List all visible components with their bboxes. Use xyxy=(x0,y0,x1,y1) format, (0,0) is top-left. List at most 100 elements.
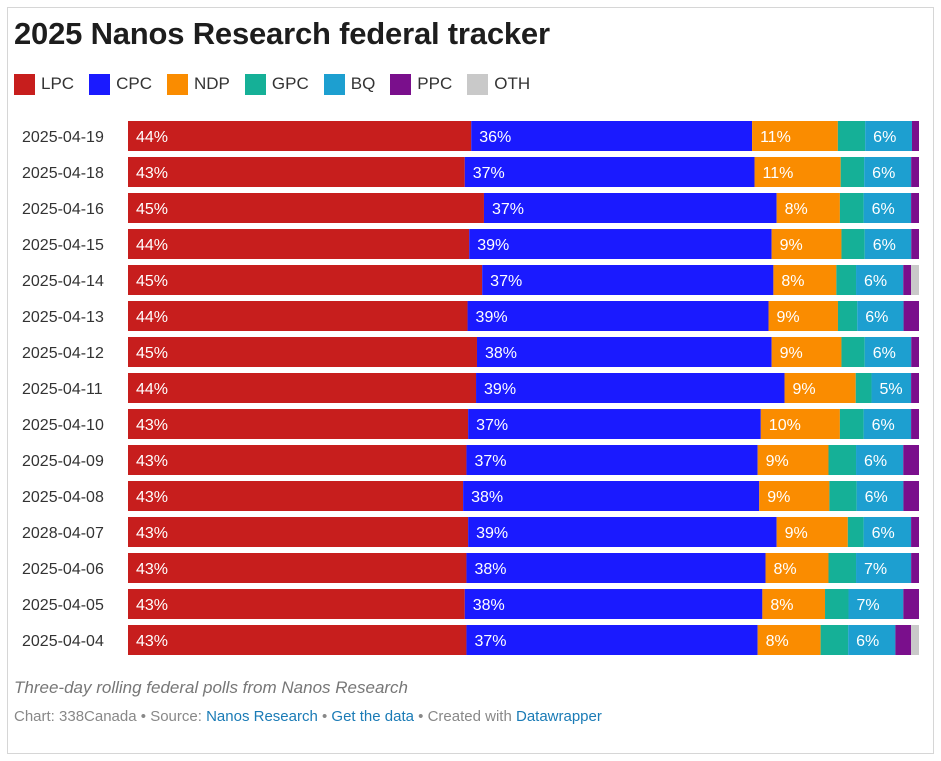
data-label: 11% xyxy=(763,165,794,182)
data-label: 6% xyxy=(873,345,896,362)
legend-item-cpc: CPC xyxy=(89,73,152,95)
data-label: 38% xyxy=(474,561,506,578)
bar-segment-bq xyxy=(856,553,912,583)
bar-segment-ndp xyxy=(776,517,848,547)
bar-segment-bq xyxy=(863,517,912,547)
data-label: 6% xyxy=(872,201,895,218)
legend-label: PPC xyxy=(417,74,453,93)
data-label: 43% xyxy=(136,597,168,614)
data-label: 45% xyxy=(136,345,168,362)
data-label: 7% xyxy=(864,561,887,578)
bar-segment-cpc xyxy=(483,193,777,223)
bar-segment-bq xyxy=(848,625,896,655)
datawrapper-link[interactable]: Datawrapper xyxy=(515,708,602,725)
data-label: 6% xyxy=(865,309,888,326)
legend-swatch xyxy=(390,73,412,95)
data-label: 6% xyxy=(872,165,895,182)
bar-row: 2025-04-11 44% 39% 9% 5% xyxy=(22,373,919,403)
data-label: 6% xyxy=(873,129,896,146)
bar-segment-ppc xyxy=(911,409,919,439)
get-data-link[interactable]: Get the data xyxy=(331,708,414,725)
bar-segment-lpc xyxy=(128,481,464,511)
bar-segment-cpc xyxy=(464,157,755,187)
data-label: 38% xyxy=(471,489,503,506)
legend-item-ndp: NDP xyxy=(166,73,230,95)
bar-row: 2025-04-12 45% 38% 9% 6% xyxy=(22,337,919,367)
bar-segment-cpc xyxy=(482,265,774,295)
bar-segment-lpc xyxy=(128,229,470,259)
bar-segment-ppc xyxy=(895,625,912,655)
bar-row: 2025-04-18 43% 37% 11% 6% xyxy=(22,157,919,187)
data-label: 9% xyxy=(766,453,789,470)
data-label: 39% xyxy=(476,309,508,326)
data-label: 6% xyxy=(872,417,895,434)
data-label: 39% xyxy=(477,237,509,254)
chart-legend: LPC CPC NDP GPC BQ PPC OTH xyxy=(14,72,545,96)
bar-row: 2025-04-14 45% 37% 8% 6% xyxy=(22,265,919,295)
data-label: 8% xyxy=(770,597,793,614)
footer-separator: • xyxy=(321,708,328,725)
bar-segment-ppc xyxy=(911,553,919,583)
data-label: 37% xyxy=(473,165,505,182)
bar-segment-gpc xyxy=(828,553,857,583)
bar-segment-lpc xyxy=(128,517,469,547)
category-label: 2025-04-15 xyxy=(22,237,104,254)
legend-swatch xyxy=(89,73,111,95)
bar-segment-gpc xyxy=(837,301,858,331)
data-label: 37% xyxy=(492,201,524,218)
bar-segment-cpc xyxy=(466,445,758,475)
credit-text: Chart: 338Canada xyxy=(14,708,137,725)
chart-description: Three-day rolling federal polls from Nan… xyxy=(14,678,409,697)
category-label: 2025-04-14 xyxy=(22,273,104,290)
bar-segment-lpc xyxy=(128,373,477,403)
data-label: 9% xyxy=(780,345,803,362)
bar-segment-gpc xyxy=(825,589,849,619)
bar-segment-ppc xyxy=(903,589,919,619)
bar-segment-gpc xyxy=(839,409,864,439)
data-label: 9% xyxy=(777,309,800,326)
legend-label: LPC xyxy=(41,74,75,93)
data-label: 44% xyxy=(136,237,168,254)
category-label: 2025-04-16 xyxy=(22,201,104,218)
bar-segment-ndp xyxy=(759,481,830,511)
data-label: 38% xyxy=(485,345,517,362)
bar-segment-ndp xyxy=(757,445,829,475)
bar-segment-ppc xyxy=(903,445,919,475)
source-link[interactable]: Nanos Research xyxy=(206,708,318,725)
bar-segment-bq xyxy=(871,373,912,403)
bar-row: 2025-04-10 43% 37% 10% 6% xyxy=(22,409,919,439)
bar-segment-bq xyxy=(848,589,904,619)
bar-segment-lpc xyxy=(128,625,467,655)
bar-segment-lpc xyxy=(128,409,469,439)
data-label: 8% xyxy=(774,561,797,578)
bar-segment-gpc xyxy=(841,337,865,367)
legend-swatch xyxy=(467,73,489,95)
data-label: 6% xyxy=(865,489,888,506)
bar-segment-bq xyxy=(857,301,904,331)
bar-segment-bq xyxy=(865,121,912,151)
bar-segment-cpc xyxy=(464,589,763,619)
data-label: 6% xyxy=(856,633,879,650)
legend-label: GPC xyxy=(271,74,309,93)
data-label: 43% xyxy=(136,417,168,434)
legend-item-oth: OTH xyxy=(467,73,531,95)
bar-segment-lpc xyxy=(128,553,467,583)
bar-segment-cpc xyxy=(469,229,772,259)
bar-row: 2025-04-16 45% 37% 8% 6% xyxy=(22,193,919,223)
bar-segment-bq xyxy=(864,229,912,259)
bar-row: 2025-04-15 44% 39% 9% 6% xyxy=(22,229,919,259)
category-label: 2028-04-07 xyxy=(22,525,104,542)
bar-segment-ppc xyxy=(903,481,919,511)
bar-segment-ndp xyxy=(776,193,840,223)
legend-label: CPC xyxy=(116,74,152,93)
data-label: 43% xyxy=(136,633,168,650)
bar-segment-bq xyxy=(863,193,912,223)
data-label: 6% xyxy=(864,273,887,290)
data-label: 9% xyxy=(785,525,808,542)
legend-item-ppc: PPC xyxy=(390,73,453,95)
bar-row: 2025-04-13 44% 39% 9% 6% xyxy=(22,301,919,331)
legend-item-lpc: LPC xyxy=(14,73,75,95)
bar-segment-lpc xyxy=(128,265,483,295)
bar-segment-ndp xyxy=(773,265,837,295)
legend-label: OTH xyxy=(494,74,531,93)
